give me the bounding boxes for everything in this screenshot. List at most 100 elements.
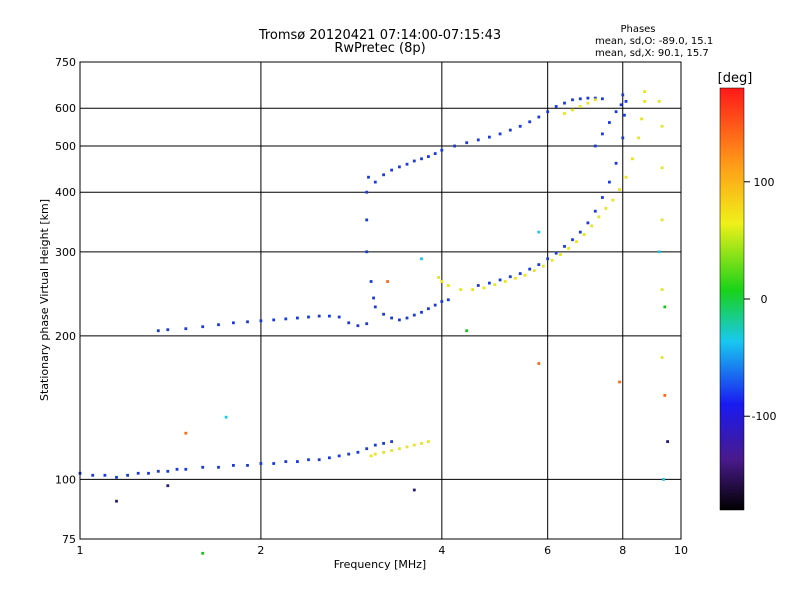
data-point — [166, 328, 170, 332]
data-point — [537, 362, 541, 365]
data-point — [662, 478, 665, 481]
data-point — [147, 471, 150, 475]
data-point — [390, 168, 393, 172]
data-point — [317, 314, 321, 318]
chart-title: Tromsø 20120421 07:14:00-07:15:43 — [258, 28, 501, 43]
data-point — [386, 280, 389, 283]
data-point — [663, 394, 667, 397]
data-point — [508, 128, 512, 132]
data-point — [528, 267, 532, 271]
x-tick-label: 10 — [674, 544, 688, 557]
data-point — [373, 180, 377, 184]
data-point — [390, 440, 393, 443]
data-point — [217, 465, 220, 469]
x-tick-label: 4 — [438, 544, 445, 557]
data-point — [373, 305, 377, 309]
data-points — [78, 90, 669, 555]
data-point — [440, 280, 444, 283]
data-point — [471, 288, 474, 291]
x-tick-label: 6 — [544, 544, 551, 557]
data-point — [115, 499, 118, 503]
data-point — [621, 93, 625, 97]
data-point — [503, 280, 507, 283]
colorbar-tick-label: 100 — [754, 176, 775, 189]
colorbar-label: [deg] — [718, 71, 753, 86]
data-point — [440, 300, 444, 303]
colorbar-tick-label: 0 — [761, 293, 768, 306]
data-point — [246, 464, 249, 467]
data-point — [232, 464, 235, 467]
data-point — [619, 103, 623, 107]
data-point — [666, 440, 669, 443]
data-point — [465, 329, 469, 333]
x-tick-label: 1 — [77, 544, 84, 557]
data-point — [640, 117, 643, 121]
data-point — [365, 250, 369, 254]
data-point — [660, 124, 664, 128]
data-point — [126, 473, 129, 477]
data-point — [217, 323, 220, 327]
data-point — [156, 329, 160, 333]
data-point — [488, 135, 491, 139]
data-point — [103, 473, 107, 477]
x-tick-labels: 1 2 4 6 8 10 — [77, 544, 689, 557]
data-point — [369, 280, 373, 283]
data-point — [567, 247, 570, 250]
data-point — [453, 144, 456, 148]
data-point — [356, 450, 360, 454]
data-point — [175, 467, 179, 471]
data-point — [184, 327, 188, 331]
data-point — [412, 443, 416, 447]
data-point — [259, 462, 263, 465]
data-point — [601, 196, 604, 199]
y-tick-label: 300 — [55, 246, 76, 259]
data-point — [337, 454, 341, 458]
colorbar — [719, 87, 745, 511]
data-point — [224, 415, 228, 419]
data-point — [398, 165, 401, 169]
plot-area — [80, 62, 681, 539]
data-point — [420, 442, 423, 445]
data-point — [201, 465, 205, 469]
data-point — [601, 97, 604, 101]
data-point — [498, 132, 502, 136]
data-point — [559, 253, 562, 256]
data-point — [608, 180, 611, 184]
data-point — [382, 312, 385, 316]
data-point — [608, 121, 611, 124]
data-point — [272, 318, 276, 322]
data-point — [365, 218, 369, 222]
data-point — [571, 108, 574, 112]
data-point — [571, 98, 574, 102]
data-point — [437, 276, 440, 279]
data-point — [643, 90, 647, 93]
data-point — [365, 190, 369, 194]
data-point — [518, 272, 522, 275]
data-point — [405, 162, 409, 166]
data-point — [643, 100, 647, 103]
data-point — [427, 155, 430, 158]
data-point — [604, 207, 608, 210]
data-point — [537, 115, 541, 119]
phases-heading: Phases — [620, 24, 655, 35]
data-point — [508, 275, 512, 279]
data-point — [420, 257, 423, 261]
data-point — [272, 462, 276, 465]
data-point — [446, 298, 450, 302]
data-point — [663, 305, 667, 309]
data-point — [405, 445, 409, 449]
data-point — [284, 317, 288, 321]
colorbar-tick-label: -100 — [752, 410, 777, 423]
data-point — [518, 124, 522, 128]
data-point — [586, 96, 590, 100]
data-point — [246, 320, 249, 324]
data-point — [284, 460, 288, 463]
data-point — [398, 318, 401, 322]
data-point — [184, 431, 188, 435]
data-point — [618, 188, 621, 191]
data-point — [91, 473, 95, 477]
data-point — [398, 447, 401, 451]
data-point — [660, 166, 664, 170]
data-point — [578, 230, 582, 234]
data-point — [382, 173, 385, 177]
